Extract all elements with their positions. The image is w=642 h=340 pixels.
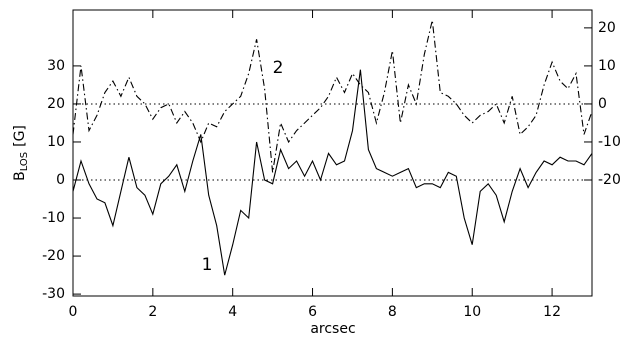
y-tick-label: 10 <box>47 134 65 150</box>
x-tick-label: 6 <box>308 304 317 320</box>
series-line <box>72 20 593 173</box>
y2-tick-label: 20 <box>598 20 616 36</box>
x-tick-label: 0 <box>69 304 78 320</box>
x-tick-label: 12 <box>543 304 561 320</box>
x-axis-label: arcsec <box>310 321 355 337</box>
y-tick-label: 0 <box>56 172 65 188</box>
y-label-sub: LOS <box>19 152 30 171</box>
y-label-main: B <box>12 171 28 181</box>
series-line <box>72 69 593 276</box>
x-tick-label: 4 <box>228 304 237 320</box>
y-tick-label: 30 <box>47 58 65 74</box>
y-tick-label: -30 <box>42 286 65 302</box>
y-label-rest: [G] <box>12 125 28 147</box>
y-axis-label: BLOS [G] <box>12 125 30 181</box>
y2-tick-label: 0 <box>598 96 607 112</box>
y2-tick-label: -10 <box>598 134 621 150</box>
x-tick-label: 2 <box>148 304 157 320</box>
y2-tick-label: -20 <box>598 172 621 188</box>
plot-frame <box>72 9 593 297</box>
annotation: 1 <box>202 255 213 275</box>
x-tick-label: 10 <box>463 304 481 320</box>
y-tick-label: -10 <box>42 210 65 226</box>
y-tick-label: 20 <box>47 96 65 112</box>
x-tick-label: 8 <box>388 304 397 320</box>
y2-tick-label: 10 <box>598 58 616 74</box>
annotation: 2 <box>273 58 284 78</box>
y-tick-label: -20 <box>42 248 65 264</box>
